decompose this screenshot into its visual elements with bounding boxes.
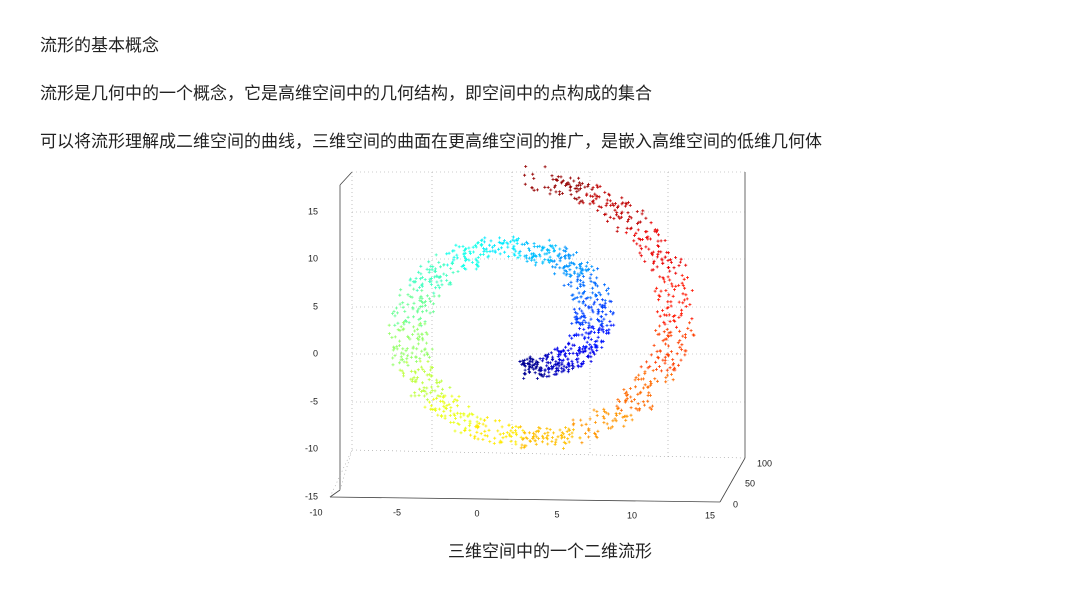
z-ticks: 0 50 100 — [733, 458, 772, 509]
point-group — [553, 341, 599, 369]
z-tick-label: 50 — [745, 478, 755, 488]
point-group — [624, 221, 688, 280]
y-tick-label: 10 — [308, 253, 318, 263]
paragraph: 流形是几何中的一个概念，它是高维空间中的几何结构，即空间中的点构成的集合 — [40, 84, 652, 104]
point-group — [519, 425, 582, 450]
point-group — [480, 235, 522, 260]
point-group — [445, 239, 491, 271]
point-group — [523, 165, 594, 203]
x-ticks: -10 -5 0 5 10 15 — [309, 507, 715, 520]
point-group — [570, 297, 615, 328]
point-group — [562, 267, 610, 305]
point-group — [463, 416, 525, 446]
y-tick-label: -15 — [305, 491, 318, 501]
paragraph: 可以将流形理解成二维空间的曲线，三维空间的曲面在更高维空间的推广，是嵌入高维空间… — [40, 132, 822, 152]
heading: 流形的基本概念 — [40, 36, 159, 56]
y-tick-label: -10 — [305, 443, 318, 453]
y-tick-label: 5 — [313, 301, 318, 311]
point-group — [653, 273, 694, 329]
point-group — [549, 245, 596, 278]
point-group — [518, 355, 551, 380]
y-tick-label: 0 — [313, 348, 318, 358]
x-tick-label: -5 — [393, 507, 401, 517]
x-tick-label: 0 — [474, 508, 479, 518]
point-group — [518, 238, 562, 267]
figure-caption: 三维空间中的一个二维流形 — [448, 542, 652, 562]
swiss-roll-points — [387, 165, 696, 450]
x-tick-label: 5 — [554, 509, 559, 519]
x-tick-label: 10 — [627, 510, 637, 520]
x-tick-label: 15 — [705, 510, 715, 520]
point-group — [387, 321, 434, 367]
y-tick-label: -5 — [310, 396, 318, 406]
point-group — [639, 321, 696, 373]
point-group — [398, 359, 452, 402]
y-ticks: 15 10 5 0 -5 -10 -15 — [305, 206, 318, 501]
z-tick-label: 100 — [757, 458, 772, 468]
grid — [329, 171, 746, 498]
point-group — [577, 183, 648, 233]
point-group — [408, 253, 460, 295]
point-group — [391, 287, 441, 328]
x-tick-label: -10 — [309, 507, 322, 517]
axes-box — [329, 171, 746, 503]
point-group — [571, 407, 634, 445]
point-group — [615, 369, 675, 412]
y-tick-label: 15 — [308, 206, 318, 216]
point-group — [423, 394, 483, 435]
z-tick-label: 0 — [733, 499, 738, 509]
